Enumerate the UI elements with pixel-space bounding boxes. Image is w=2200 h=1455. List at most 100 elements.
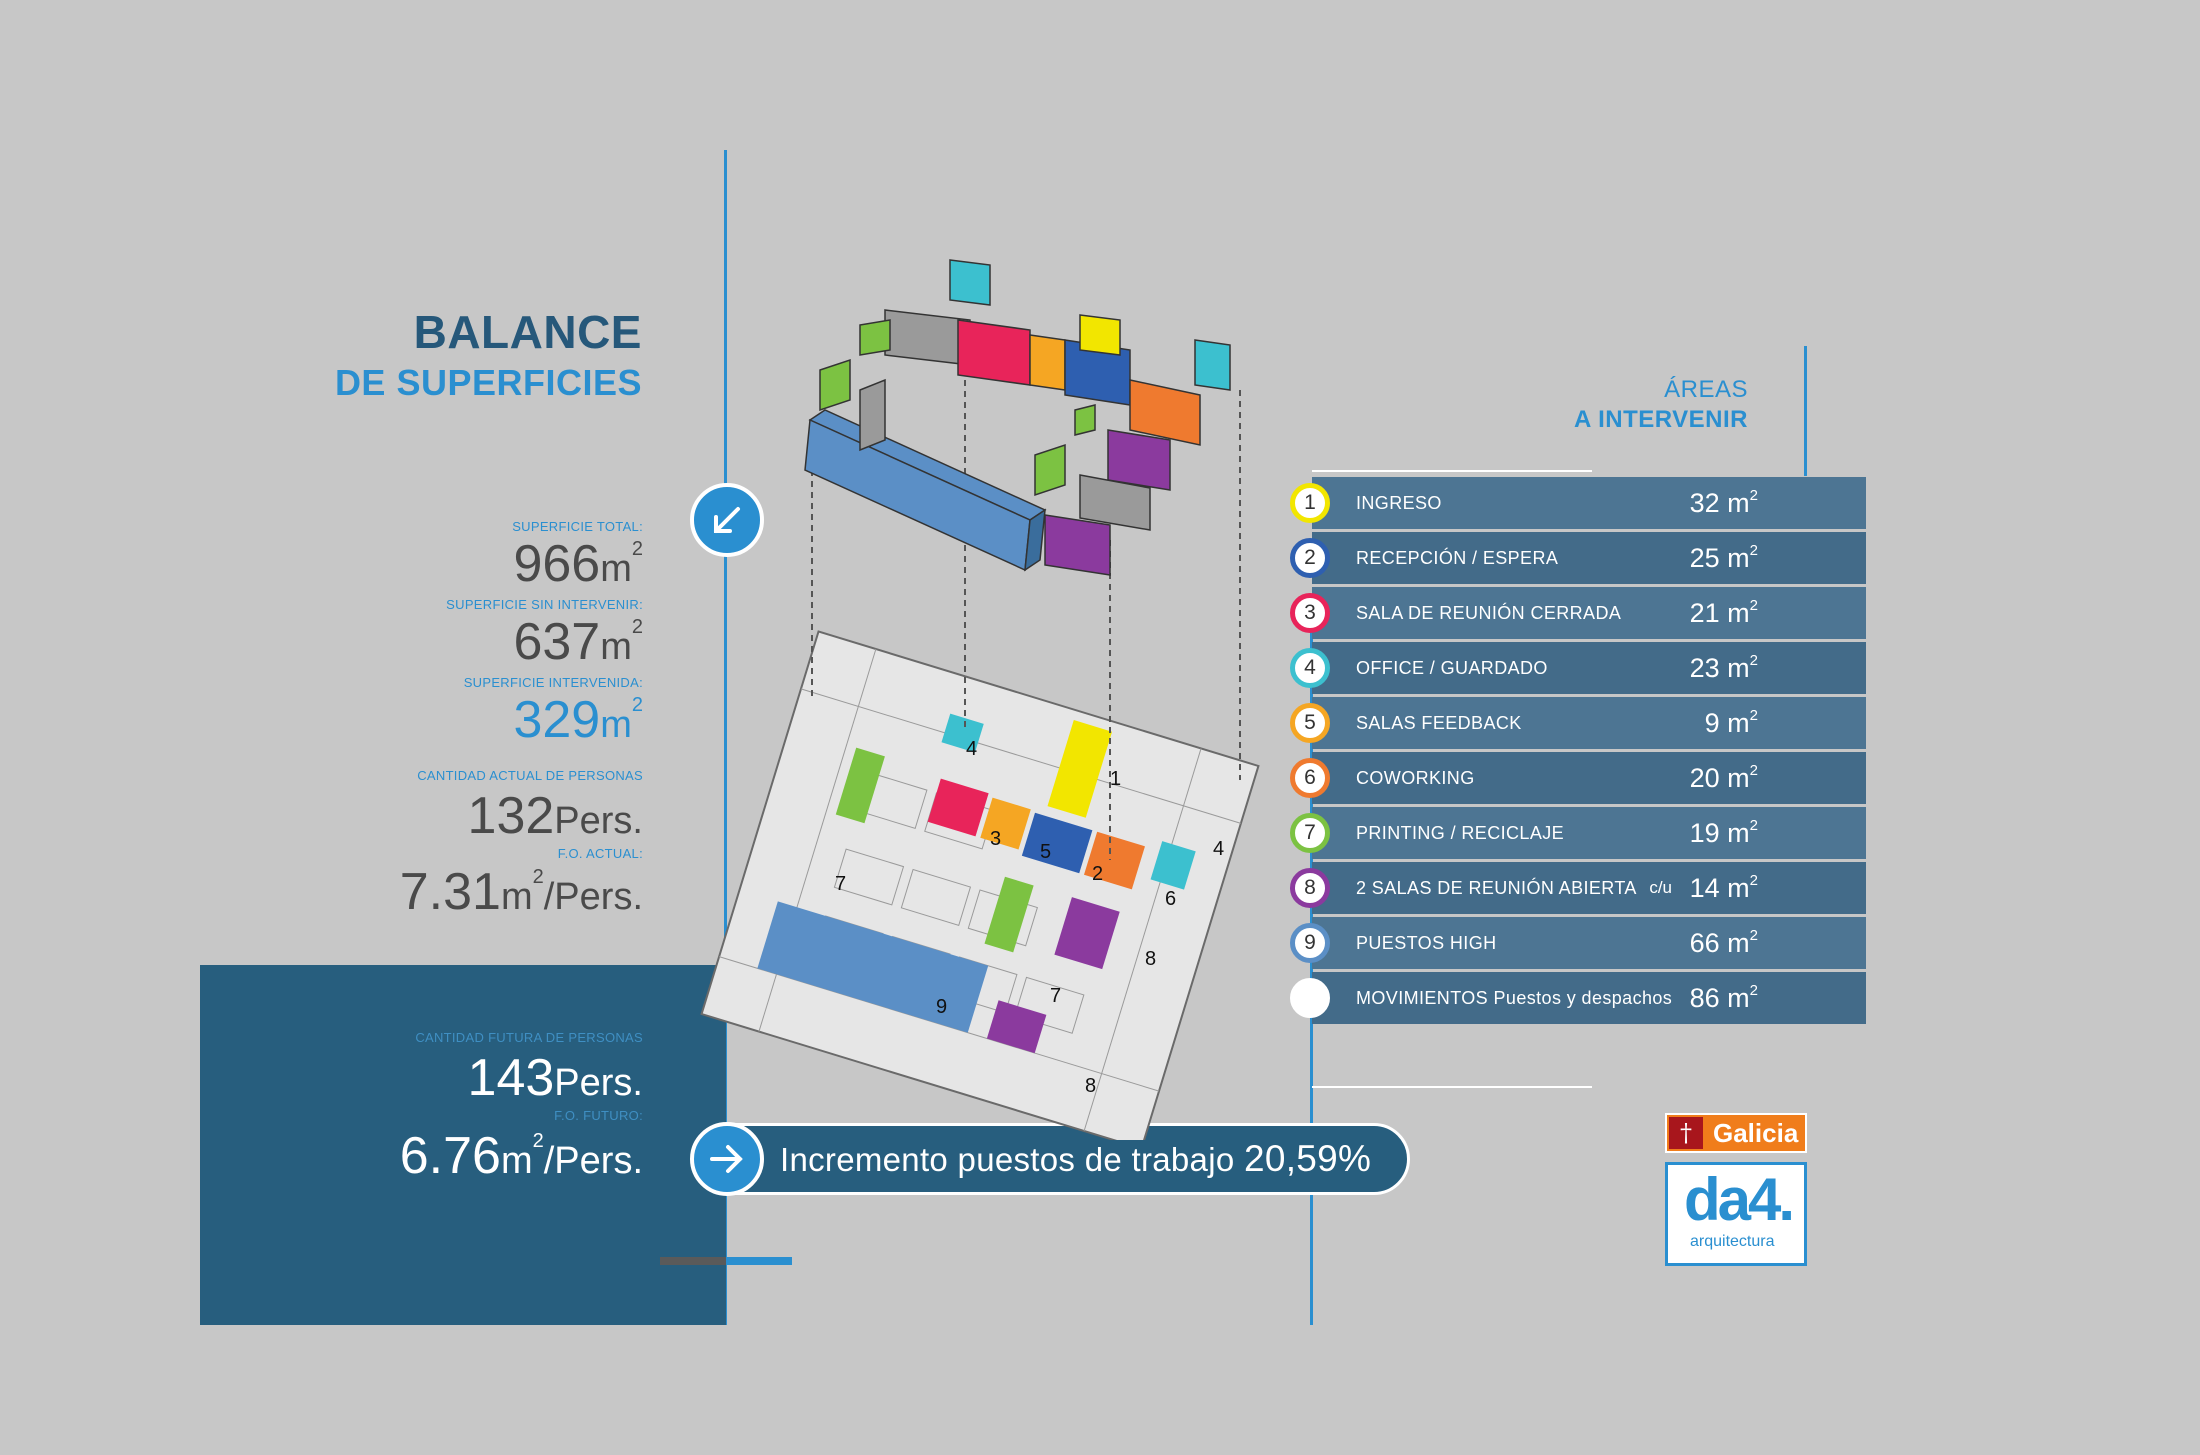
stat-value: 966m2 — [513, 535, 643, 593]
page-title: BALANCE — [413, 306, 642, 358]
area-number-badge — [1290, 978, 1330, 1018]
plan-zone-1 — [1047, 719, 1113, 818]
stat-value: 143Pers. — [467, 1049, 643, 1107]
block-7d — [1074, 404, 1096, 436]
plan-label: 1 — [1110, 768, 1121, 790]
plan-label: 4 — [1213, 838, 1224, 860]
area-row: 1 INGRESO 32 m2 — [1290, 477, 1866, 529]
plan-label: 6 — [1165, 888, 1176, 910]
area-cu-label: c/u — [1649, 878, 1672, 897]
da4-logo: da4. arquitectura — [1665, 1162, 1807, 1266]
plan-zone-2 — [1021, 812, 1093, 874]
increment-banner — [700, 1123, 1410, 1195]
area-row: 6 COWORKING 20 m2 — [1290, 752, 1866, 804]
stat-label: SUPERFICIE SIN INTERVENIR: — [446, 597, 643, 612]
area-value: 19 m2 — [1689, 817, 1758, 848]
galicia-logo-text: Galicia — [1713, 1118, 1799, 1148]
plan-zone-7a — [835, 747, 885, 824]
plan-label: 7 — [835, 873, 846, 895]
divider-line-right — [1310, 620, 1313, 1325]
stat-label: SUPERFICIE TOTAL: — [512, 519, 643, 534]
area-value: 23 m2 — [1689, 652, 1758, 683]
plan-zone-8b — [986, 1000, 1047, 1054]
divider-line-left — [724, 150, 727, 1325]
area-name: MOVIMIENTOS Puestos y despachos — [1356, 987, 1673, 1008]
area-row: MOVIMIENTOS Puestos y despachos 86 m2 — [1290, 972, 1866, 1024]
block-7b — [819, 358, 851, 412]
area-number-badge: 3 — [1290, 593, 1330, 633]
area-number-badge: 2 — [1290, 538, 1330, 578]
areas-subtitle: A INTERVENIR — [1573, 406, 1748, 433]
area-name: SALAS FEEDBACK — [1356, 712, 1522, 733]
galicia-cross-icon: † — [1669, 1117, 1703, 1149]
area-number-badge: 7 — [1290, 813, 1330, 853]
block-grey-left — [859, 378, 886, 452]
plan-label: 4 — [966, 738, 977, 760]
block-4a — [949, 259, 991, 306]
increment-text: Incremento puestos de trabajo 20,59% — [780, 1138, 1372, 1179]
area-name: COWORKING — [1356, 767, 1475, 788]
area-number-badge: 8 — [1290, 868, 1330, 908]
plan-label: 3 — [990, 828, 1001, 850]
area-value: 9 m2 — [1704, 707, 1758, 738]
block-8b — [1044, 514, 1111, 576]
panel-accent-line-blue — [726, 1257, 792, 1265]
areas-bottom-line — [1312, 1086, 1592, 1088]
axonometric-floor-plan: 1 2 3 4 4 5 6 7 7 8 8 9 — [700, 259, 1260, 1140]
plan-zone-5 — [980, 797, 1031, 850]
block-8a — [1107, 429, 1171, 491]
plan-label: 7 — [1050, 985, 1061, 1007]
area-value: 32 m2 — [1689, 487, 1758, 518]
stat-label: SUPERFICIE INTERVENIDA: — [463, 675, 643, 690]
area-name: OFFICE / GUARDADO — [1356, 657, 1548, 678]
area-number-badge: 6 — [1290, 758, 1330, 798]
area-value: 86 m2 — [1689, 982, 1758, 1013]
panel-accent-line — [660, 1257, 726, 1265]
plan-zone-4a — [941, 713, 984, 753]
area-number-badge: 9 — [1290, 923, 1330, 963]
area-name: 2 SALAS DE REUNIÓN ABIERTA — [1356, 877, 1637, 898]
block-7a — [859, 319, 891, 356]
area-name: PRINTING / RECICLAJE — [1356, 822, 1565, 843]
galicia-logo: † Galicia — [1665, 1113, 1807, 1153]
stat-value: 329m2 — [513, 691, 643, 749]
area-row: 3 SALA DE REUNIÓN CERRADA 21 m2 — [1290, 587, 1866, 639]
divider-line-areas — [1804, 346, 1807, 476]
block-3 — [957, 319, 1031, 386]
plan-zone-4b — [1150, 841, 1196, 890]
block-6 — [1129, 379, 1201, 446]
area-name: INGRESO — [1356, 492, 1442, 513]
future-panel — [200, 965, 726, 1325]
plan-label: 8 — [1145, 948, 1156, 970]
areas-top-line — [1312, 470, 1592, 472]
arrow-down-left-icon — [690, 483, 764, 557]
area-value: 14 m2 — [1689, 872, 1758, 903]
area-row: 7 PRINTING / RECICLAJE 19 m2 — [1290, 807, 1866, 859]
plan-zone-7b — [984, 876, 1034, 953]
areas-title: ÁREAS — [1664, 376, 1748, 403]
area-value: 21 m2 — [1689, 597, 1758, 628]
plan-zone-6 — [1084, 831, 1145, 890]
da4-logo-subtext: arquitectura — [1690, 1233, 1775, 1250]
area-row: 5 SALAS FEEDBACK 9 m2 — [1290, 697, 1866, 749]
page-subtitle: DE SUPERFICIES — [334, 362, 642, 403]
area-name: PUESTOS HIGH — [1356, 932, 1497, 953]
areas-table: 1 INGRESO 32 m2 2 RECEPCIÓN / ESPERA 25 … — [1290, 477, 1866, 1027]
stat-value: 6.76m2/Pers. — [399, 1127, 643, 1185]
area-value: 20 m2 — [1689, 762, 1758, 793]
arrow-right-icon — [690, 1122, 764, 1196]
area-value: 66 m2 — [1689, 927, 1758, 958]
stat-label: CANTIDAD FUTURA DE PERSONAS — [415, 1030, 643, 1045]
stat-label: F.O. ACTUAL: — [557, 846, 643, 861]
stat-value: 7.31m2/Pers. — [399, 863, 643, 921]
block-grey-mid — [1079, 474, 1151, 531]
block-1 — [1079, 314, 1121, 356]
stat-value: 132Pers. — [467, 787, 643, 845]
area-row: 8 2 SALAS DE REUNIÓN ABIERTA c/u 14 m2 — [1290, 862, 1866, 914]
area-number-badge: 4 — [1290, 648, 1330, 688]
stat-value: 637m2 — [513, 613, 643, 671]
area-number-badge: 1 — [1290, 483, 1330, 523]
area-name: RECEPCIÓN / ESPERA — [1356, 547, 1559, 568]
plan-zone-9 — [757, 901, 989, 1033]
plan-zone-8a — [1054, 897, 1120, 970]
